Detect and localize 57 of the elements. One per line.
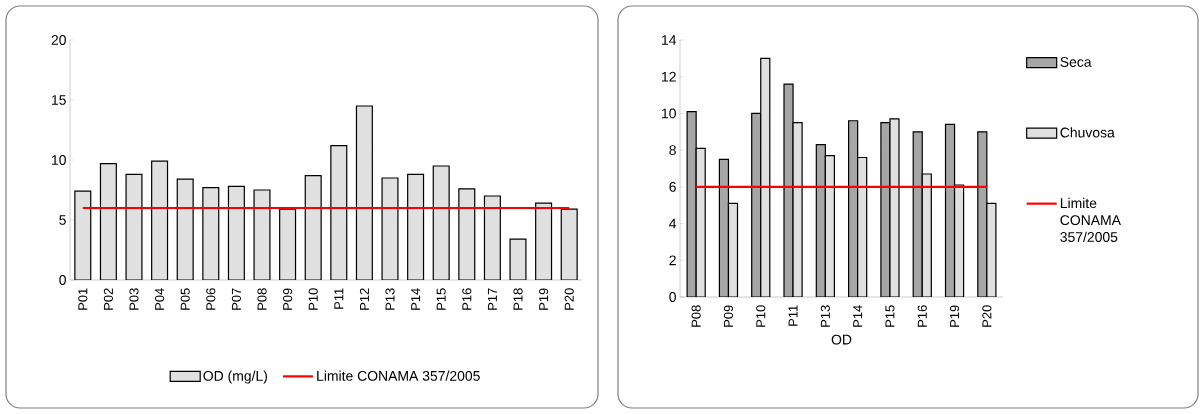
- x-tick-label: P20: [982, 305, 992, 327]
- y-tick-label: 12: [662, 71, 676, 82]
- x-tick-label: P12: [359, 288, 369, 310]
- y-tick-label: 5: [59, 215, 66, 225]
- y-tick-label: 10: [662, 108, 676, 119]
- bar: [279, 208, 297, 280]
- x-tick-label: P02: [103, 288, 113, 310]
- bar: [151, 160, 169, 280]
- legend-label: Limite CONAMA 357/2005: [317, 370, 480, 381]
- x-tick-label: P14: [853, 305, 863, 327]
- x-tick-label: P09: [723, 305, 734, 327]
- x-tick-label: P16: [917, 305, 927, 327]
- x-tick-label: P17: [487, 288, 497, 310]
- x-tick-label: P11: [334, 288, 344, 309]
- x-tick-label: P20: [564, 288, 574, 310]
- bar: [99, 163, 117, 280]
- x-tick-label: P16: [462, 288, 472, 310]
- x-axis-title: OD: [831, 334, 852, 345]
- x-tick-label: P19: [539, 288, 549, 310]
- x-tick-label: P08: [257, 288, 267, 310]
- legend-label: Chuvosa: [1060, 127, 1115, 138]
- y-tick-label: 15: [52, 95, 66, 105]
- legend-label: Limite CONAMA 357/2005: [1060, 197, 1121, 242]
- y-tick-label: 2: [669, 255, 676, 266]
- x-tick-label: P15: [885, 305, 895, 327]
- x-tick-label: P15: [436, 288, 446, 310]
- legend-label: OD (mg/L): [203, 370, 267, 384]
- y-tick-label: 10: [52, 155, 66, 165]
- bar: [535, 202, 553, 280]
- x-tick-label: P03: [129, 288, 139, 310]
- x-tick-label: P19: [949, 305, 960, 327]
- x-tick-label: P09: [283, 288, 293, 310]
- bar: [483, 195, 501, 280]
- x-tick-label: P01: [78, 288, 88, 310]
- x-tick-label: P11: [788, 305, 798, 326]
- x-tick-label: P13: [385, 288, 395, 310]
- x-tick-label: P07: [231, 288, 241, 310]
- y-tick-label: 4: [669, 218, 677, 229]
- x-tick-label: P04: [155, 288, 165, 310]
- bar: [407, 173, 425, 280]
- x-tick-label: P13: [820, 305, 830, 327]
- y-tick-label: 6: [669, 181, 676, 192]
- y-tick-label: 20: [51, 35, 66, 45]
- bar: [227, 185, 245, 280]
- x-tick-label: P14: [411, 288, 421, 310]
- bar: [355, 105, 373, 280]
- y-tick-label: 0: [669, 292, 676, 302]
- y-tick-label: 14: [662, 35, 677, 45]
- y-tick-label: 0: [59, 275, 66, 285]
- x-tick-label: P05: [180, 288, 190, 310]
- x-tick-label: P06: [206, 288, 216, 310]
- legend-label: Seca: [1060, 57, 1092, 67]
- x-tick-label: P08: [691, 305, 701, 327]
- x-tick-label: P10: [308, 288, 318, 310]
- y-tick-label: 8: [669, 145, 676, 156]
- x-tick-label: P18: [513, 288, 523, 310]
- x-tick-label: P10: [756, 305, 766, 327]
